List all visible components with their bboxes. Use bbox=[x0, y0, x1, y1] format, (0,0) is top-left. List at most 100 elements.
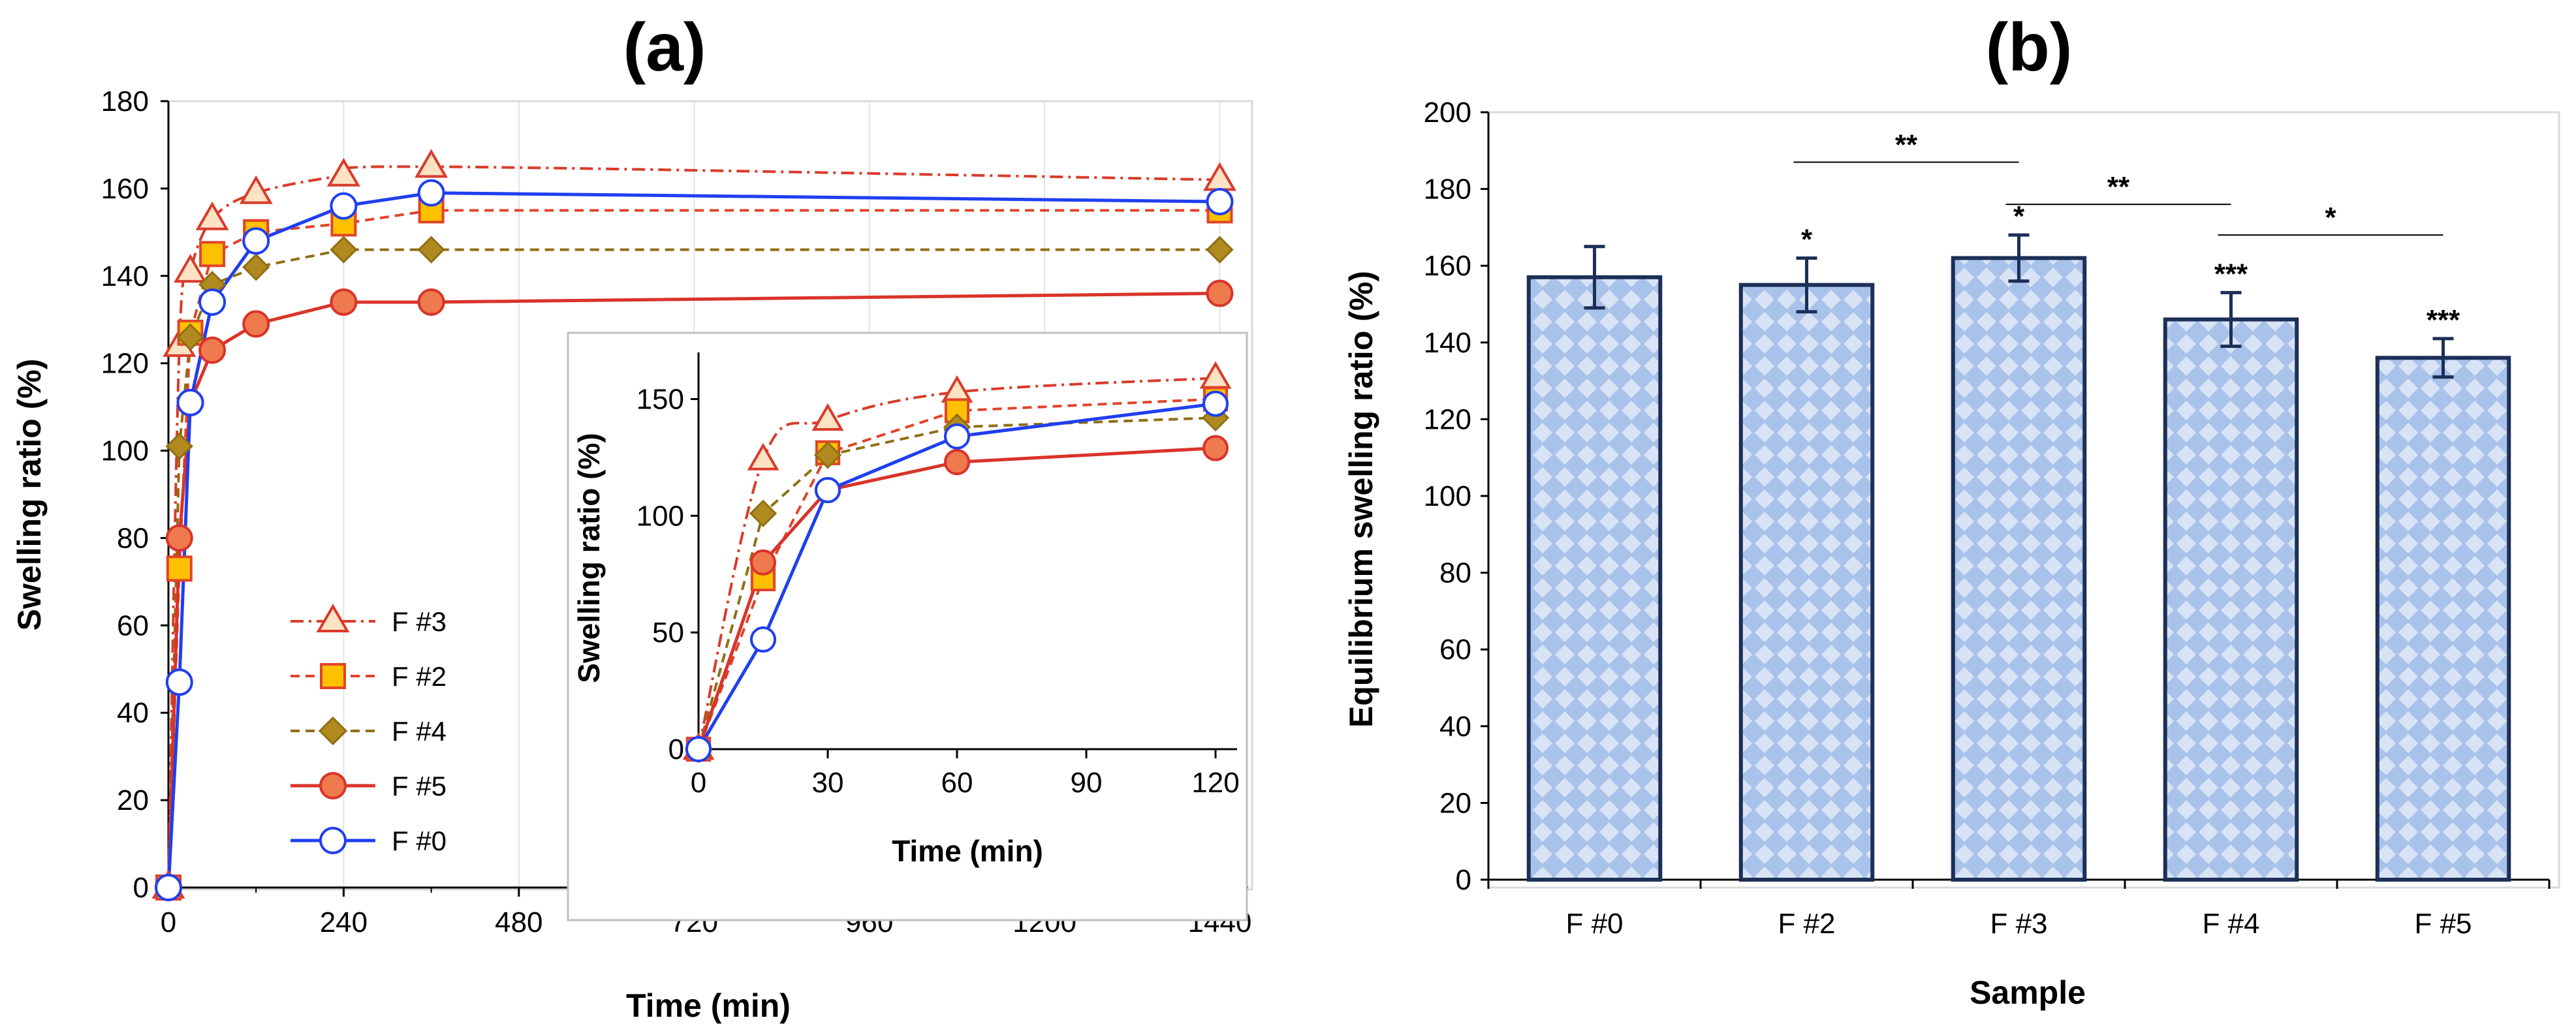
inset-y-tick-label: 150 bbox=[636, 384, 684, 416]
panel-a-y-tick-label: 80 bbox=[117, 522, 149, 554]
panel-b-significance: ************* bbox=[1793, 129, 2460, 336]
legend-marker bbox=[319, 772, 347, 799]
bar bbox=[1526, 275, 1663, 882]
panel-a-series bbox=[151, 149, 1236, 902]
data-point bbox=[1206, 187, 1234, 215]
inset-y-tick-label: 100 bbox=[636, 500, 684, 532]
data-point bbox=[417, 236, 445, 264]
panel-b-y-label: Equilibrium swelling ratio (%) bbox=[1343, 271, 1379, 728]
data-point bbox=[417, 288, 445, 316]
inset-y-ticks: 0 50 100 150 bbox=[636, 384, 699, 765]
data-point bbox=[1206, 279, 1234, 307]
inset-data-point bbox=[811, 403, 844, 431]
inset-x-tick-label: 60 bbox=[941, 767, 973, 799]
data-point bbox=[155, 874, 182, 901]
inset-data-point bbox=[749, 549, 777, 576]
panel-b-y-tick-label: 140 bbox=[1424, 327, 1471, 359]
inset-x-label: Time (min) bbox=[892, 834, 1043, 868]
inset-data-point bbox=[1202, 390, 1229, 417]
inset-data-point bbox=[685, 735, 712, 763]
panel-a-y-tick-label: 0 bbox=[133, 872, 149, 904]
legend-label: F #2 bbox=[392, 661, 447, 692]
bar bbox=[1738, 283, 1875, 882]
bar bbox=[1951, 256, 2087, 882]
bar bbox=[2163, 317, 2299, 882]
inset-data-point bbox=[813, 441, 842, 469]
panel-b-x-tick-label: F #3 bbox=[1990, 908, 2047, 940]
inset-x-tick-label: 90 bbox=[1071, 767, 1103, 799]
legend-marker bbox=[316, 604, 350, 632]
significance-bracket-label: * bbox=[2325, 202, 2336, 234]
inset-series-line-F3 bbox=[697, 377, 1216, 750]
inset-data-point bbox=[943, 449, 971, 476]
series-line-F5 bbox=[166, 292, 1220, 888]
inset-axes bbox=[697, 352, 1237, 750]
panel-a-title: (a) bbox=[623, 10, 706, 85]
panel-a-x-label: Time (min) bbox=[626, 987, 791, 1024]
panel-b-y-tick-label: 180 bbox=[1424, 174, 1471, 206]
data-point bbox=[166, 555, 193, 582]
data-point bbox=[326, 157, 360, 187]
data-point bbox=[165, 432, 193, 460]
inset-y-label: Swelling ratio (%) bbox=[572, 433, 606, 683]
series-line-F3 bbox=[167, 165, 1220, 888]
data-point bbox=[330, 288, 358, 316]
panel-a-y-tick-label: 40 bbox=[117, 697, 149, 729]
inset-x-tick-label: 120 bbox=[1191, 767, 1239, 799]
panel-b-y-tick-label: 20 bbox=[1439, 787, 1471, 819]
data-point bbox=[174, 254, 208, 283]
panel-a-y-tick-label: 140 bbox=[101, 260, 149, 292]
inset-data-point bbox=[749, 499, 778, 527]
legend-label: F #0 bbox=[392, 826, 447, 856]
bar bbox=[2375, 356, 2511, 882]
panel-b-y-tick-label: 40 bbox=[1439, 711, 1471, 743]
panel-a-x-tick-label: 480 bbox=[495, 906, 542, 938]
inset-data-point bbox=[747, 442, 779, 471]
inset-series bbox=[682, 361, 1232, 764]
panel-a-y-tick-label: 120 bbox=[101, 348, 149, 380]
data-point bbox=[165, 524, 193, 552]
inset-data-point bbox=[943, 423, 971, 450]
panel-b: (b) 0 20 40 60 80 100 120 140 160 180 200 F #0 F #2… bbox=[1343, 10, 2560, 1011]
panel-a-y-tick-label: 60 bbox=[117, 610, 149, 641]
series-line-F2 bbox=[167, 209, 1220, 888]
panel-b-x-label: Sample bbox=[1970, 974, 2086, 1011]
significance-mark: *** bbox=[2214, 258, 2248, 290]
panel-b-x-ticks: F #0 F #2 F #3 F #4 F #5 bbox=[1565, 908, 2472, 940]
panel-a-y-label: Swelling ratio (%) bbox=[11, 359, 48, 631]
data-point bbox=[242, 253, 270, 281]
panel-b-x-tick-label: F #0 bbox=[1565, 908, 1623, 940]
inset-x-tick-label: 0 bbox=[691, 767, 706, 799]
data-point bbox=[198, 288, 227, 316]
panel-b-y-tick-label: 0 bbox=[1456, 864, 1471, 896]
data-point bbox=[195, 201, 229, 230]
data-point bbox=[242, 227, 270, 255]
series-line-F0 bbox=[166, 191, 1220, 888]
data-point bbox=[417, 179, 445, 207]
inset-x-ticks: 0 30 60 90 120 bbox=[691, 749, 1240, 799]
panel-a-legend: F #3 F #2 F #4 F #5 F #0 bbox=[291, 604, 447, 856]
inset-y-tick-label: 0 bbox=[668, 734, 684, 765]
panel-b-y-tick-label: 100 bbox=[1424, 480, 1471, 512]
panel-a-y-tick-label: 100 bbox=[101, 435, 149, 467]
inset-data-point bbox=[1202, 435, 1229, 461]
inset-data-point bbox=[814, 476, 841, 504]
panel-a-y-ticks: 0 20 40 60 80 100 120 140 160 180 bbox=[101, 85, 168, 904]
inset-y-tick-label: 50 bbox=[652, 617, 684, 649]
panel-b-x-tick-label: F #5 bbox=[2414, 908, 2472, 940]
panel-a-y-tick-label: 180 bbox=[101, 85, 149, 117]
legend-marker bbox=[320, 663, 346, 689]
data-point bbox=[330, 192, 358, 220]
legend-label: F #3 bbox=[392, 606, 447, 637]
panel-a-inset: 0 50 100 150 0 30 60 90 120 Time (min) Swelling… bbox=[567, 332, 1248, 921]
data-point bbox=[415, 149, 448, 178]
panel-a-x-tick-label: 0 bbox=[161, 906, 176, 938]
data-point bbox=[239, 175, 273, 204]
panel-a-x-tick-label: 240 bbox=[320, 906, 368, 938]
significance-mark: * bbox=[2013, 200, 2025, 232]
panel-b-x-tick-label: F #4 bbox=[2202, 908, 2259, 940]
legend-marker bbox=[318, 716, 348, 746]
data-point bbox=[199, 241, 226, 268]
panel-b-bars bbox=[1526, 233, 2511, 882]
legend-label: F #4 bbox=[392, 716, 447, 747]
